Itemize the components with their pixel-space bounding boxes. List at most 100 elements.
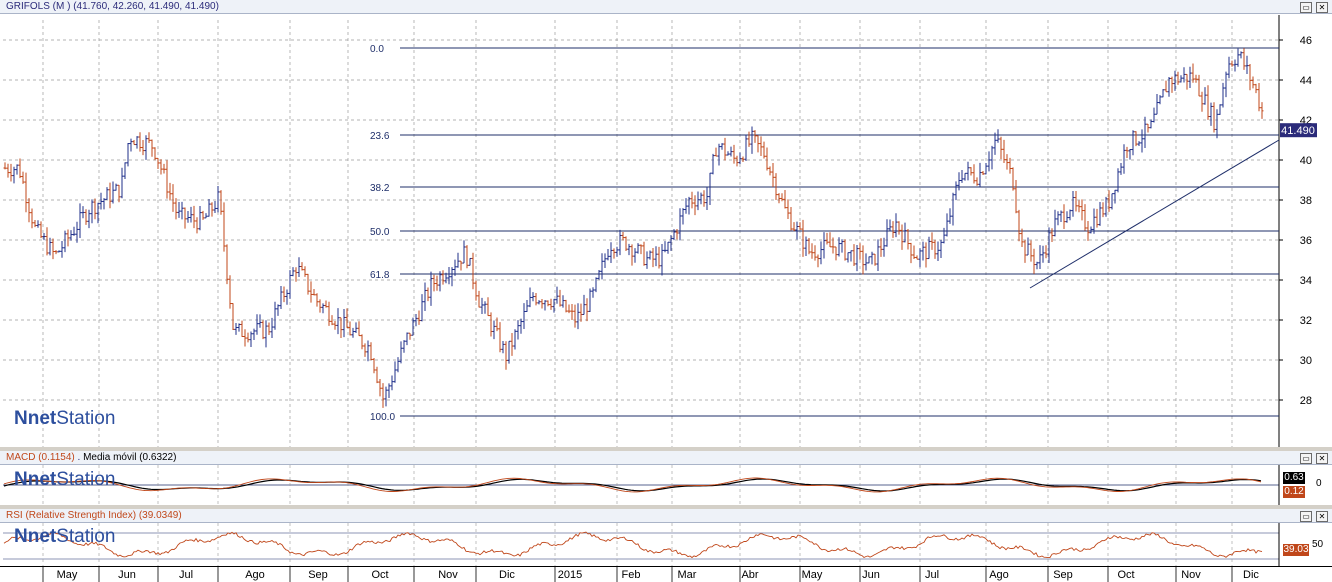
ohlc-bar [276,304,280,316]
ohlc-bar [27,198,31,223]
ohlc-bar [96,202,100,224]
ohlc-bar [1053,209,1057,237]
ohlc-bar [573,304,577,328]
ohlc-bar [1209,102,1213,126]
ohlc-bar [168,182,172,201]
ohlc-bar [855,244,859,272]
ohlc-bar [30,208,34,229]
ohlc-bar [549,298,553,310]
ohlc-bar [1074,190,1078,212]
ohlc-bar [1044,245,1048,259]
ohlc-bar [1224,71,1228,98]
ohlc-bar [750,126,754,154]
ohlc-bar [768,166,772,176]
ohlc-bar [864,253,868,271]
ohlc-bar [456,252,460,268]
ohlc-bar [105,187,109,200]
ohlc-bar [1080,199,1084,221]
rsi-chart[interactable] [0,523,1332,566]
macd-netstation-logo: NnetStation [14,469,116,490]
ohlc-bar [630,244,634,266]
macd-title: MACD (0.1154) [6,452,75,463]
ohlc-bar [306,273,310,295]
ohlc-bar [402,340,406,353]
ohlc-bar [810,243,814,259]
ohlc-bar [99,192,103,210]
ohlc-bar [801,219,805,257]
ohlc-bar [1242,48,1246,70]
ohlc-bar [978,162,982,188]
ohlc-bar [564,299,568,313]
ohlc-bar [1182,67,1186,83]
ohlc-bar [942,227,946,244]
macd-panel: MACD (0.1154) . Media móvil (0.6322) ▭ ✕… [0,451,1332,505]
ohlc-bar [468,257,472,266]
ohlc-bar [489,312,493,337]
restore-button[interactable]: ▭ [1300,2,1312,13]
rsi-close-button[interactable]: ✕ [1316,511,1328,522]
ohlc-bar [582,294,586,315]
ohlc-bar [756,135,760,153]
ohlc-bar [18,158,22,179]
ohlc-bar [288,270,292,299]
ohlc-bar [831,237,835,254]
ohlc-bar [333,321,337,330]
ohlc-bar [993,132,997,155]
price-chart[interactable]: 283032343638404244460.023.638.250.061.81… [0,15,1332,447]
ohlc-bar [1029,240,1033,262]
x-tick-label: Ago [989,569,1009,581]
ohlc-bar [774,173,778,201]
ohlc-bar [129,138,133,152]
ohlc-bar [57,250,61,253]
macd-panel-titlebar: MACD (0.1154) . Media móvil (0.6322) [0,451,1332,465]
ohlc-bar [576,303,580,330]
ohlc-bar [684,198,688,214]
ohlc-bar [1086,221,1090,241]
ohlc-bar [723,137,727,161]
ohlc-bar [237,323,241,332]
ohlc-bar [870,251,874,265]
ohlc-bar [798,222,802,230]
ohlc-bar [1218,104,1222,115]
ohlc-bar [450,267,454,287]
rsi-restore-button[interactable]: ▭ [1300,511,1312,522]
ohlc-bar [36,220,40,228]
ohlc-bar [285,289,289,305]
x-tick-label: Dic [499,569,515,581]
ohlc-bar [366,340,370,362]
ohlc-bar [984,162,988,175]
ohlc-bar [960,169,964,183]
ohlc-bar [891,221,895,238]
ohlc-bar [432,274,436,292]
ohlc-bar [1116,168,1120,193]
ohlc-bar [540,298,544,309]
ohlc-bar [543,300,547,311]
macd-chart[interactable] [0,465,1332,505]
ohlc-bar [879,238,883,257]
ohlc-bar [348,321,352,336]
macd-close-button[interactable]: ✕ [1316,453,1328,464]
fib-label: 61.8 [370,270,390,281]
ohlc-bar [120,167,124,199]
close-button[interactable]: ✕ [1316,2,1328,13]
ohlc-bar [510,332,514,356]
ohlc-bar [588,288,592,312]
ohlc-bar [933,239,937,259]
x-tick-label: Dic [1243,569,1259,581]
ohlc-bar [906,229,910,250]
ohlc-bar [24,172,28,213]
ohlc-bar [858,243,862,260]
ohlc-bar [174,198,178,220]
ohlc-bar [1062,204,1066,229]
ohlc-bar [816,254,820,268]
ohlc-bar [1200,91,1204,112]
ohlc-bar [1020,228,1024,248]
ohlc-bar [546,300,550,307]
x-axis: May Jun Jul Ago Sep Oct Nov Dic 2015 Feb Mar Abr May… [0,566,1332,582]
macd-restore-button[interactable]: ▭ [1300,453,1312,464]
ohlc-bar [789,206,793,231]
ohlc-bar [732,144,736,164]
ohlc-bar [75,221,79,243]
ohlc-bar [969,167,973,176]
ohlc-bar [381,383,385,408]
